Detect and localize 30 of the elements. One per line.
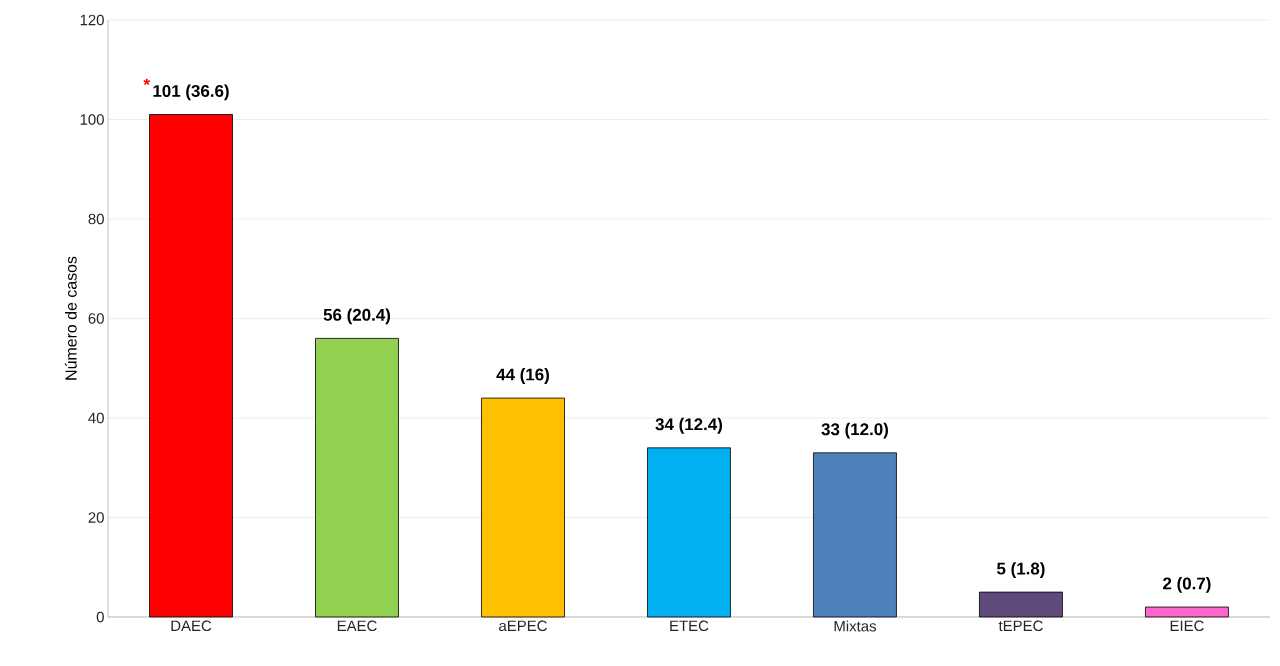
data-label: 56 (20.4) (323, 308, 391, 325)
data-label: 33 (12.0) (821, 422, 888, 439)
data-label: 5 (1.8) (996, 562, 1045, 578)
x-tick-label: tEPEC (998, 620, 1043, 632)
bar (647, 447, 731, 618)
x-tick-label: EAEC (337, 620, 377, 632)
bar (813, 452, 897, 618)
data-label: 2 (0.7) (1163, 577, 1211, 593)
data-label: 44 (16) (496, 368, 549, 384)
y-tick-label: 40 (88, 412, 104, 424)
x-tick-label: ETEC (670, 620, 709, 632)
annotation: * (143, 78, 150, 85)
bar (315, 337, 399, 618)
data-label: 101 (36.6) (153, 84, 229, 101)
y-tick-label: 60 (88, 313, 104, 324)
bar (481, 397, 565, 618)
bar (1145, 606, 1229, 618)
bar (149, 114, 233, 618)
y-tick-label: 80 (88, 213, 104, 225)
y-tick-label: 120 (80, 14, 104, 26)
y-tick-label: 20 (88, 512, 104, 523)
x-tick-label: EIEC (1170, 620, 1204, 632)
y-axis-title: Número de casos (64, 256, 77, 380)
y-tick-label: 0 (96, 611, 104, 623)
x-tick-label: DAEC (171, 620, 212, 632)
y-tick-label: 100 (80, 114, 104, 125)
bar (979, 591, 1063, 618)
x-tick-label: aEPEC (499, 620, 547, 632)
data-label: 34 (12.4) (655, 417, 722, 434)
x-tick-label: Mixtas (834, 620, 876, 632)
